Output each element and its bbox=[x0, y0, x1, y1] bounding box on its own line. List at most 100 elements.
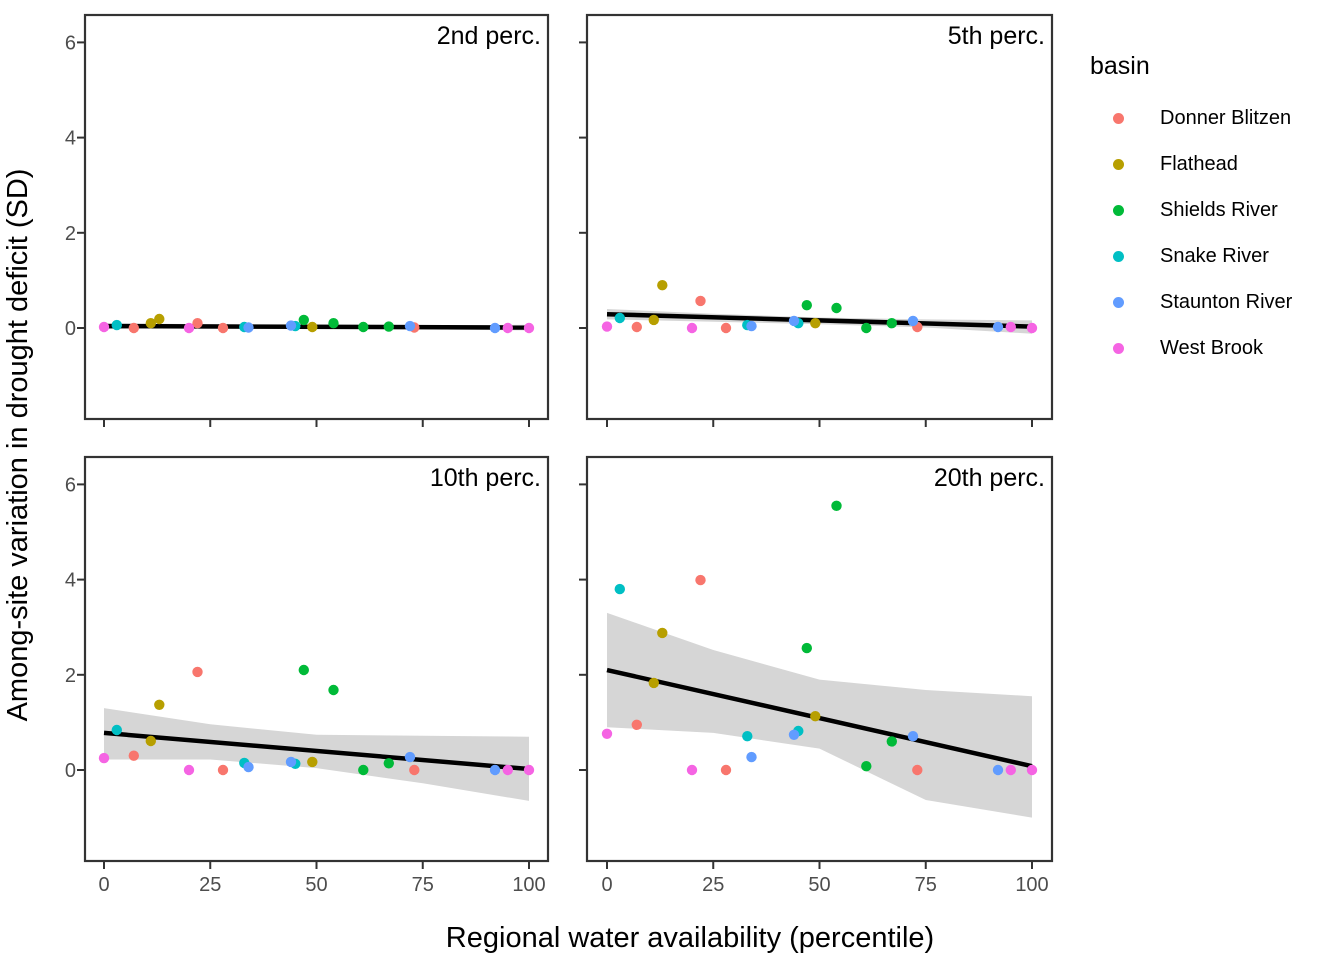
data-point-donner-blitzen bbox=[695, 574, 706, 586]
legend-entry: Donner Blitzen bbox=[1090, 95, 1292, 141]
data-point-donner-blitzen bbox=[631, 321, 642, 333]
legend-entry-label: Staunton River bbox=[1160, 290, 1293, 313]
x-tick-label: 75 bbox=[915, 874, 937, 896]
data-point-west-brook bbox=[523, 322, 535, 334]
legend-key-dot-icon bbox=[1113, 342, 1124, 354]
data-point-staunton-river bbox=[788, 729, 800, 740]
data-point-donner-blitzen bbox=[192, 666, 203, 678]
facet-label: 10th perc. bbox=[430, 464, 541, 492]
data-point-west-brook bbox=[183, 322, 195, 334]
data-point-flathead bbox=[648, 314, 659, 326]
data-point-staunton-river bbox=[992, 764, 1004, 776]
legend-entry: Shields River bbox=[1090, 187, 1292, 233]
legend-key-dot-icon bbox=[1113, 250, 1124, 262]
facet-panel: 0 2 4 6 0 25 50 75 100 10th perc. bbox=[65, 455, 550, 896]
data-point-donner-blitzen bbox=[912, 764, 923, 776]
panel-border bbox=[585, 13, 1054, 421]
data-point-shields-river bbox=[328, 684, 339, 696]
data-point-donner-blitzen bbox=[409, 764, 420, 776]
data-point-shields-river bbox=[886, 736, 897, 747]
data-point-donner-blitzen bbox=[720, 322, 732, 334]
data-point-shields-river bbox=[801, 642, 812, 654]
legend-key-dot-icon bbox=[1113, 158, 1124, 170]
data-point-staunton-river bbox=[788, 315, 800, 327]
data-point-flathead bbox=[154, 699, 165, 710]
data-point-flathead bbox=[154, 313, 165, 325]
data-point-west-brook bbox=[523, 764, 535, 776]
y-axis-title: Among-site variation in drought deficit … bbox=[2, 169, 34, 722]
data-point-donner-blitzen bbox=[720, 764, 732, 776]
data-point-west-brook bbox=[1026, 764, 1038, 776]
data-point-west-brook bbox=[1005, 764, 1016, 776]
panel-border bbox=[83, 455, 550, 863]
data-point-donner-blitzen bbox=[217, 764, 229, 776]
facet-panel: 0 25 50 75 100 20th perc. bbox=[579, 455, 1054, 896]
legend-entry-label: Shields River bbox=[1160, 198, 1278, 221]
facet-panel: 0 2 4 6 2nd perc. bbox=[65, 13, 550, 427]
facet-label: 2nd perc. bbox=[437, 22, 541, 50]
data-point-shields-river bbox=[383, 321, 394, 332]
legend-entry: Snake River bbox=[1090, 233, 1292, 279]
data-point-shields-river bbox=[328, 318, 339, 329]
legend: basin Donner Blitzen Flathead Shields Rive… bbox=[1090, 52, 1292, 371]
data-point-west-brook bbox=[502, 764, 513, 776]
data-point-flathead bbox=[657, 280, 668, 291]
data-point-donner-blitzen bbox=[128, 750, 139, 761]
facet-panel: 5th perc. bbox=[579, 13, 1054, 427]
confidence-ribbon bbox=[104, 708, 529, 801]
y-tick-label: 0 bbox=[65, 318, 76, 340]
x-tick-label: 100 bbox=[1015, 874, 1048, 896]
data-point-staunton-river bbox=[746, 320, 757, 332]
y-tick-label: 0 bbox=[65, 760, 76, 782]
data-point-staunton-river bbox=[404, 751, 416, 763]
legend-entry-label: Flathead bbox=[1160, 152, 1238, 175]
legend-entry: Staunton River bbox=[1090, 279, 1292, 325]
data-point-shields-river bbox=[861, 761, 872, 772]
data-point-staunton-river bbox=[907, 315, 919, 327]
y-tick-label: 6 bbox=[65, 32, 76, 54]
legend-entry-label: Donner Blitzen bbox=[1160, 106, 1292, 129]
data-point-staunton-river bbox=[404, 320, 416, 332]
data-point-west-brook bbox=[98, 752, 110, 764]
data-point-staunton-river bbox=[907, 731, 919, 742]
data-point-staunton-river bbox=[243, 322, 254, 333]
data-point-shields-river bbox=[358, 764, 369, 776]
data-point-snake-river bbox=[614, 312, 625, 324]
legend-title: basin bbox=[1090, 52, 1150, 80]
data-point-west-brook bbox=[601, 321, 613, 332]
data-point-flathead bbox=[657, 627, 668, 639]
data-point-shields-river bbox=[358, 321, 369, 333]
data-point-donner-blitzen bbox=[128, 322, 139, 334]
data-point-staunton-river bbox=[285, 756, 297, 768]
y-tick-label: 2 bbox=[65, 665, 76, 687]
data-point-donner-blitzen bbox=[631, 719, 642, 730]
data-point-donner-blitzen bbox=[192, 318, 203, 329]
data-point-flathead bbox=[810, 711, 821, 722]
data-point-west-brook bbox=[1005, 321, 1016, 333]
legend-entry-label: West Brook bbox=[1160, 336, 1263, 359]
x-tick-label: 50 bbox=[808, 874, 830, 896]
data-point-west-brook bbox=[183, 764, 195, 776]
data-point-donner-blitzen bbox=[217, 322, 229, 334]
data-point-west-brook bbox=[98, 321, 110, 333]
data-point-shields-river bbox=[383, 758, 394, 769]
data-point-staunton-river bbox=[489, 764, 501, 776]
data-point-shields-river bbox=[298, 314, 309, 326]
data-point-west-brook bbox=[686, 764, 698, 776]
data-point-flathead bbox=[810, 318, 821, 329]
y-tick-label: 6 bbox=[65, 474, 76, 496]
x-tick-label: 75 bbox=[412, 874, 434, 896]
data-point-west-brook bbox=[502, 322, 513, 334]
data-point-shields-river bbox=[801, 300, 812, 311]
x-tick-label: 50 bbox=[305, 874, 327, 896]
data-point-flathead bbox=[648, 677, 659, 689]
data-point-flathead bbox=[145, 735, 156, 747]
x-tick-label: 100 bbox=[512, 874, 545, 896]
data-point-west-brook bbox=[1026, 322, 1038, 334]
data-point-staunton-river bbox=[992, 321, 1004, 333]
data-point-snake-river bbox=[614, 583, 625, 595]
x-tick-label: 0 bbox=[601, 874, 612, 896]
data-point-snake-river bbox=[111, 319, 123, 331]
